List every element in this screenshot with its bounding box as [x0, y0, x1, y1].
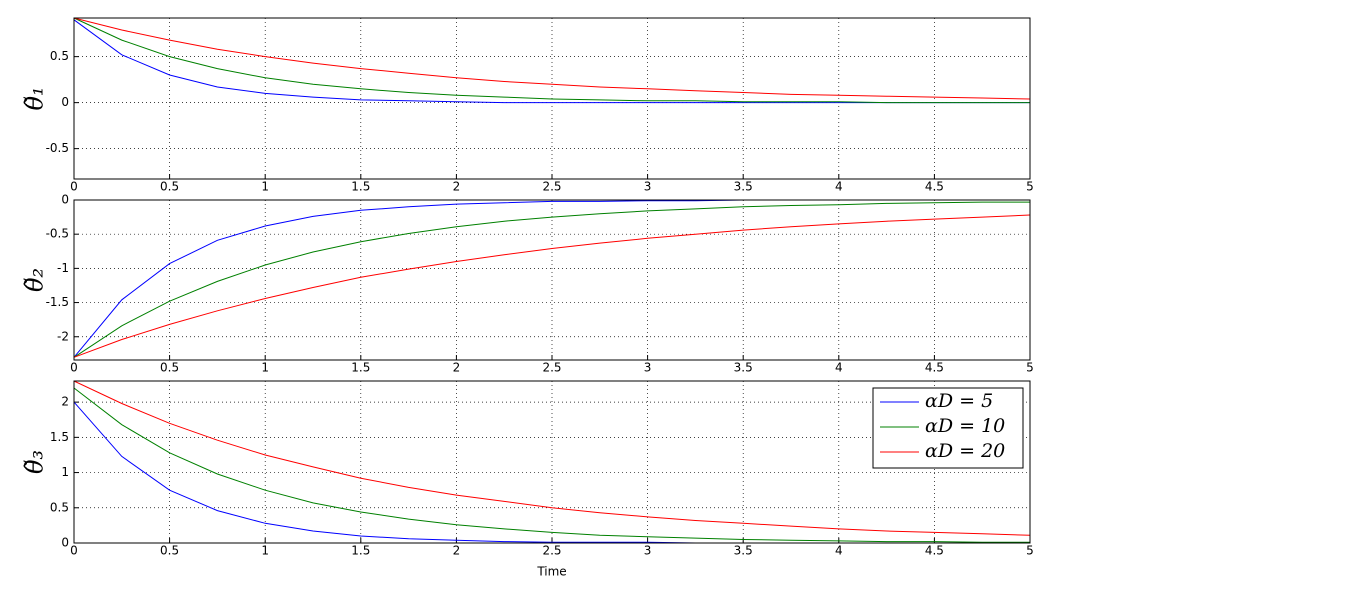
x-tick-label: 1	[261, 180, 269, 194]
y-tick-label: 0.5	[50, 49, 69, 63]
y-tick-label: -1.5	[46, 295, 69, 309]
series-line	[73, 214, 1031, 358]
x-tick-label: 0	[70, 180, 78, 194]
x-tick-label: 4	[835, 544, 843, 558]
x-tick-label: 0	[70, 361, 78, 375]
x-tick-label: 4.5	[925, 361, 944, 375]
legend-box	[872, 387, 1024, 469]
axes-box	[73, 380, 1031, 544]
x-tick-label: 4.5	[925, 544, 944, 558]
x-tick-label: 3.5	[734, 544, 753, 558]
x-tick-label: 5	[1026, 180, 1034, 194]
x-tick-label: 4	[835, 180, 843, 194]
y-tick-label: 0	[61, 536, 69, 550]
legend-label: αD = 5	[925, 390, 993, 412]
x-tick-label: 0	[70, 544, 78, 558]
x-tick-label: 2.5	[542, 544, 561, 558]
series-line	[73, 387, 1030, 543]
x-axis-label: Time	[536, 565, 566, 579]
x-tick-label: 4.5	[925, 180, 944, 194]
x-tick-label: 0.5	[160, 180, 179, 194]
x-tick-label: 1.5	[351, 180, 370, 194]
legend: αD = 5 αD = 10 αD = 20	[872, 387, 1024, 469]
y-axis-label: θ̃₃	[21, 450, 49, 474]
y-tick-label: -1	[57, 261, 69, 275]
x-tick-label: 2	[453, 544, 461, 558]
x-tick-label: 3	[644, 180, 652, 194]
y-axis-label: θ̃₂	[21, 268, 49, 292]
y-axis-label: θ̃₁	[21, 86, 49, 110]
y-tick-label: 1.5	[50, 430, 69, 444]
x-tick-label: 2	[453, 180, 461, 194]
y-tick-label: -0.5	[46, 141, 69, 155]
x-tick-label: 5	[1026, 544, 1034, 558]
legend-label: αD = 10	[925, 415, 1005, 437]
series-line	[73, 201, 1030, 358]
y-tick-label: 2	[61, 395, 69, 409]
x-tick-label: 2	[453, 361, 461, 375]
x-tick-label: 1	[261, 544, 269, 558]
y-tick-label: 0	[61, 193, 69, 207]
x-tick-label: 1.5	[351, 361, 370, 375]
x-tick-label: 3	[644, 361, 652, 375]
x-tick-label: 0.5	[160, 361, 179, 375]
x-tick-label: 1.5	[351, 544, 370, 558]
y-tick-label: 1	[61, 465, 69, 479]
x-tick-label: 2.5	[542, 361, 561, 375]
legend-label: αD = 20	[925, 440, 1005, 462]
x-tick-label: 1	[261, 361, 269, 375]
y-tick-label: 0.5	[50, 500, 69, 514]
y-tick-label: -0.5	[46, 227, 69, 241]
axes: 0 0.5 1 1.5 2 2.5 3 3.5 4 4.5 5 -0.5 0 0.5 θ̃₁	[21, 17, 1034, 194]
x-tick-label: 5	[1026, 361, 1034, 375]
series-line	[73, 17, 1031, 100]
x-tick-label: 4	[835, 361, 843, 375]
series-line	[73, 17, 1030, 104]
y-tick-label: -2	[57, 329, 69, 343]
x-tick-label: 3.5	[734, 361, 753, 375]
series-line	[73, 380, 1031, 536]
axes-box	[73, 17, 1031, 180]
x-tick-label: 2.5	[542, 180, 561, 194]
x-tick-label: 3.5	[734, 180, 753, 194]
axes-box	[73, 199, 1031, 361]
y-tick-label: 0	[61, 95, 69, 109]
axes: 0 0.5 1 1.5 2 2.5 3 3.5 4 4.5 5 -2 -1.5 -1 -0.5 0 θ̃₂	[21, 193, 1034, 375]
x-tick-label: 0.5	[160, 544, 179, 558]
x-tick-label: 3	[644, 544, 652, 558]
axes: 0 0.5 1 1.5 2 2.5 3 3.5 4 4.5 5 0 0.5 1 1.5 2 θ̃₃ Time	[21, 380, 1034, 579]
